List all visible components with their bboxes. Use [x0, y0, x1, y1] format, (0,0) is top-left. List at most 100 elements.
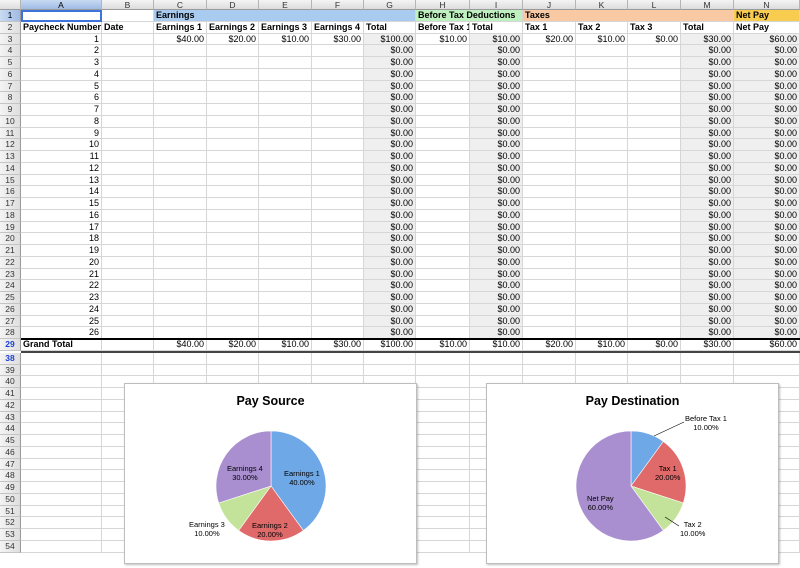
row-header-1[interactable]: 1	[0, 10, 21, 22]
empty-cell[interactable]	[21, 399, 102, 412]
table-cell[interactable]	[259, 256, 312, 269]
row-header-50[interactable]: 50	[0, 493, 21, 506]
table-cell[interactable]	[523, 268, 576, 281]
column-header-g[interactable]: G	[364, 0, 416, 10]
empty-cell[interactable]	[207, 352, 259, 365]
row-header-54[interactable]: 54	[0, 540, 21, 553]
table-cell[interactable]	[523, 45, 576, 57]
empty-cell[interactable]	[416, 388, 470, 400]
table-cell[interactable]	[312, 280, 364, 292]
table-cell[interactable]	[207, 256, 259, 269]
table-cell[interactable]	[207, 115, 259, 128]
table-cell[interactable]: $0.00	[681, 115, 734, 128]
row-header-53[interactable]: 53	[0, 529, 21, 541]
table-cell[interactable]: $0.00	[470, 233, 523, 245]
table-cell[interactable]	[576, 245, 628, 257]
table-cell[interactable]	[576, 280, 628, 292]
table-cell[interactable]: $0.00	[364, 186, 416, 198]
paycheck-number[interactable]: 24	[21, 303, 102, 316]
table-cell[interactable]: $0.00	[681, 104, 734, 116]
table-cell[interactable]: $40.00	[154, 33, 207, 46]
column-label[interactable]: Date	[102, 21, 154, 34]
table-cell[interactable]: $0.00	[681, 127, 734, 140]
empty-cell[interactable]	[416, 458, 470, 471]
column-header-e[interactable]: E	[259, 0, 312, 10]
row-header-9[interactable]: 9	[0, 104, 21, 116]
table-cell[interactable]	[259, 198, 312, 210]
date-cell[interactable]	[102, 315, 154, 328]
table-cell[interactable]: $0.00	[364, 233, 416, 245]
table-cell[interactable]	[154, 127, 207, 140]
grand-total-value[interactable]: $0.00	[628, 339, 681, 351]
pie-slice-earnings-1[interactable]	[270, 430, 327, 531]
table-cell[interactable]	[259, 233, 312, 245]
empty-cell[interactable]	[681, 352, 734, 365]
empty-cell[interactable]	[21, 352, 102, 365]
table-cell[interactable]: $0.00	[681, 45, 734, 57]
column-header-d[interactable]: D	[207, 0, 259, 10]
table-cell[interactable]: $0.00	[470, 186, 523, 198]
table-cell[interactable]	[576, 268, 628, 281]
empty-cell[interactable]	[628, 364, 681, 377]
grand-total-value[interactable]: $20.00	[207, 339, 259, 351]
row-header-24[interactable]: 24	[0, 280, 21, 292]
row-header-47[interactable]: 47	[0, 458, 21, 471]
empty-cell[interactable]	[21, 517, 102, 529]
table-cell[interactable]: $0.00	[364, 268, 416, 281]
table-cell[interactable]: $60.00	[734, 33, 800, 46]
table-cell[interactable]: $10.00	[259, 33, 312, 46]
table-cell[interactable]	[628, 186, 681, 198]
table-cell[interactable]	[259, 68, 312, 81]
table-cell[interactable]: $0.00	[681, 92, 734, 104]
table-cell[interactable]	[628, 174, 681, 187]
date-cell[interactable]	[102, 151, 154, 163]
table-cell[interactable]: $0.00	[364, 127, 416, 140]
table-cell[interactable]: $0.00	[470, 174, 523, 187]
table-cell[interactable]	[259, 280, 312, 292]
table-cell[interactable]	[207, 186, 259, 198]
column-label[interactable]: Net Pay	[734, 21, 800, 34]
table-cell[interactable]	[523, 221, 576, 234]
table-cell[interactable]	[576, 174, 628, 187]
table-cell[interactable]	[576, 233, 628, 245]
table-cell[interactable]	[312, 268, 364, 281]
table-cell[interactable]	[628, 221, 681, 234]
table-cell[interactable]: $0.00	[364, 198, 416, 210]
date-cell[interactable]	[102, 245, 154, 257]
table-cell[interactable]: $0.00	[734, 92, 800, 104]
grand-total-value[interactable]: $10.00	[259, 339, 312, 351]
table-cell[interactable]	[523, 292, 576, 304]
empty-cell[interactable]	[21, 470, 102, 482]
table-cell[interactable]	[312, 115, 364, 128]
table-cell[interactable]	[312, 57, 364, 69]
date-cell[interactable]	[102, 92, 154, 104]
table-cell[interactable]	[259, 245, 312, 257]
empty-cell[interactable]	[21, 364, 102, 377]
table-cell[interactable]: $0.00	[364, 221, 416, 234]
paycheck-number[interactable]: 1	[21, 33, 102, 46]
grand-total-value[interactable]: $10.00	[576, 339, 628, 351]
table-cell[interactable]: $0.00	[470, 80, 523, 93]
table-cell[interactable]: $0.00	[681, 80, 734, 93]
row-header-2[interactable]: 2	[0, 21, 21, 34]
row-header-45[interactable]: 45	[0, 435, 21, 447]
table-cell[interactable]	[523, 92, 576, 104]
table-cell[interactable]: $0.00	[470, 198, 523, 210]
row-header-41[interactable]: 41	[0, 388, 21, 400]
grand-total-value[interactable]: $20.00	[523, 339, 576, 351]
table-cell[interactable]: $0.00	[681, 268, 734, 281]
table-cell[interactable]: $0.00	[734, 198, 800, 210]
row-header-4[interactable]: 4	[0, 45, 21, 57]
column-label[interactable]: Earnings 1	[154, 21, 207, 34]
empty-cell[interactable]	[21, 446, 102, 459]
table-cell[interactable]	[312, 80, 364, 93]
table-cell[interactable]: $20.00	[207, 33, 259, 46]
table-cell[interactable]	[416, 292, 470, 304]
table-cell[interactable]	[523, 245, 576, 257]
empty-cell[interactable]	[259, 352, 312, 365]
table-cell[interactable]	[259, 104, 312, 116]
table-cell[interactable]	[628, 127, 681, 140]
empty-cell[interactable]	[312, 352, 364, 365]
empty-cell[interactable]	[416, 352, 470, 365]
empty-cell[interactable]	[207, 364, 259, 377]
